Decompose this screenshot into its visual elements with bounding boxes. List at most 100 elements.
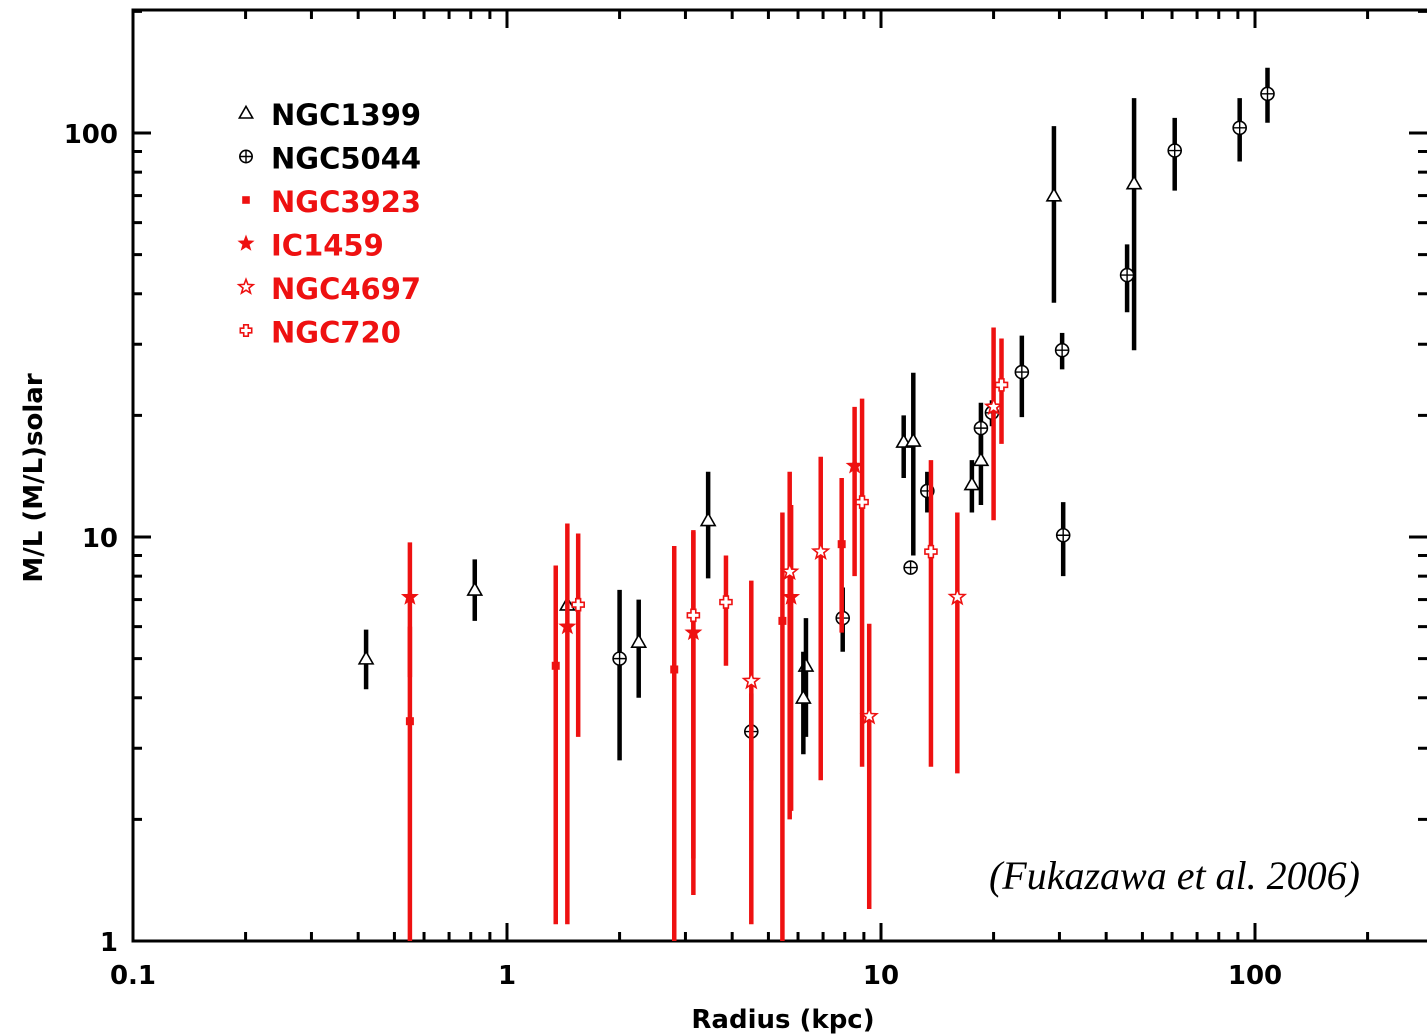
x-tick-label: 10 (863, 961, 899, 991)
series-ic1459 (400, 406, 864, 925)
data-point (1125, 98, 1143, 351)
circle-plus-cross (974, 421, 988, 435)
data-point (778, 512, 787, 941)
data-point (670, 545, 679, 941)
square-marker (670, 665, 679, 674)
data-point (558, 523, 577, 925)
axis-ticks (131, 9, 1427, 943)
square-marker (837, 540, 846, 549)
data-point (994, 338, 1009, 444)
x-tick-labels: 0.1 1 10 100 (110, 961, 1282, 991)
legend-item-ngc1399: NGC1399 (237, 98, 421, 132)
data-point (837, 477, 846, 633)
open-cross-marker (719, 595, 733, 609)
y-axis-title: M/L (M/L)solar (19, 373, 49, 582)
circle-plus-cross (613, 652, 627, 666)
x-tick-label: 1 (498, 961, 516, 991)
plot-frame (131, 8, 1427, 943)
circle-plus-cross (1120, 268, 1134, 282)
x-tick-label: 100 (1228, 961, 1282, 991)
filled-star-marker (400, 587, 419, 605)
open-cross-marker (994, 378, 1009, 392)
data-point (1054, 332, 1070, 370)
legend-item-ngc720: NGC720 (239, 316, 401, 350)
triangle-marker (237, 104, 255, 119)
data-point (963, 460, 981, 513)
data-point (612, 589, 627, 761)
x-tick-label: 0.1 (110, 961, 156, 991)
triangle-marker (466, 581, 484, 596)
data-point (947, 512, 968, 774)
data-point (904, 372, 922, 556)
circle-plus-cross (1233, 121, 1247, 135)
data-point (924, 460, 938, 767)
data-point (699, 471, 717, 579)
open-cross-marker (855, 495, 869, 509)
data-point (719, 555, 733, 666)
data-point (1014, 335, 1030, 418)
legend-item-ic1459: IC1459 (237, 229, 384, 263)
data-points (357, 67, 1275, 941)
open-cross-marker (239, 324, 253, 337)
legend-item-ngc4697: NGC4697 (236, 272, 421, 306)
triangle-marker (1125, 174, 1143, 190)
legend-label: IC1459 (271, 229, 384, 263)
triangle-marker (699, 511, 717, 527)
open-cross-marker (924, 544, 938, 559)
data-point (466, 559, 484, 621)
data-point (973, 402, 989, 455)
triangle-marker (357, 650, 375, 665)
data-point (630, 599, 648, 698)
data-point (1045, 126, 1063, 303)
triangle-marker (963, 475, 981, 491)
data-point (1167, 117, 1183, 191)
triangle-marker (630, 633, 648, 648)
circle-plus-cross (1055, 343, 1069, 357)
y-tick-labels: 1 10 100 (64, 120, 118, 958)
open-star-marker (947, 586, 968, 606)
data-point (797, 618, 815, 737)
circle-plus-cross (1168, 144, 1182, 158)
data-point (1232, 98, 1247, 162)
data-point (571, 533, 585, 737)
data-point (686, 530, 701, 859)
triangle-marker (794, 689, 812, 704)
legend-item-ngc3923: NGC3923 (242, 185, 421, 219)
series-ngc720 (571, 338, 1009, 859)
open-star-marker (810, 541, 831, 560)
data-point (855, 398, 869, 767)
legend-label: NGC720 (271, 316, 401, 350)
data-point (400, 542, 419, 678)
legend-label: NGC1399 (271, 98, 421, 132)
x-axis-title: Radius (kpc) (691, 1005, 874, 1035)
square-marker (405, 717, 414, 726)
data-point (551, 565, 560, 925)
legend-label: NGC5044 (271, 142, 421, 176)
series-ngc3923 (405, 477, 846, 941)
open-cross-marker (571, 597, 585, 612)
data-point (357, 629, 375, 690)
legend-item-ngc5044: NGC5044 (239, 142, 421, 176)
series-ngc4697 (741, 327, 1004, 925)
circle-plus-cross (1015, 365, 1029, 379)
triangle-marker (797, 657, 815, 672)
series-ngc5044 (612, 67, 1275, 781)
data-point (741, 580, 762, 925)
y-tick-label: 100 (64, 120, 118, 150)
data-point (983, 327, 1004, 521)
filled-star-marker (237, 234, 255, 251)
y-tick-label: 1 (100, 928, 118, 958)
plot-border (131, 8, 1427, 943)
data-point (794, 651, 812, 755)
filled-star-marker (558, 617, 577, 635)
open-star-marker (741, 670, 762, 690)
legend: NGC1399 NGC5044 NGC3923 IC1459 NGC4697 NGC720 (236, 98, 421, 350)
legend-label: NGC3923 (271, 185, 421, 219)
open-star-marker (779, 561, 800, 581)
square-marker (778, 616, 787, 625)
data-point (405, 626, 414, 941)
data-point (1055, 502, 1071, 577)
citation-annotation: (Fukazawa et al. 2006) (989, 853, 1360, 898)
legend-label: NGC4697 (271, 272, 421, 306)
